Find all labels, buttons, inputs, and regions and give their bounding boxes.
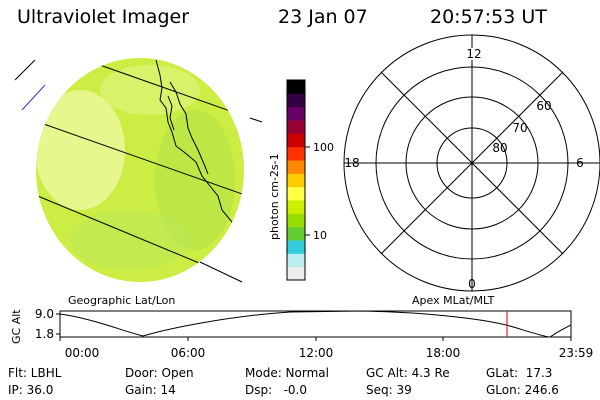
- uv-image-panel: [14, 58, 263, 283]
- colorbar-segment: [287, 146, 305, 161]
- colorbar-segment: [287, 266, 305, 281]
- orbit-ylabel: GC Alt: [10, 309, 23, 344]
- colorbar-segment: [287, 226, 305, 241]
- mlt-label-noon: 12: [466, 47, 481, 61]
- lat-line-ext: [249, 117, 263, 123]
- colorbar-segment: [287, 106, 305, 121]
- door-label: Door: Open: [125, 366, 194, 380]
- image-caption: Geographic Lat/Lon: [68, 294, 175, 307]
- time-tick-4: 23:59: [559, 346, 594, 360]
- lat-line: [37, 121, 244, 196]
- colorbar-segment: [287, 80, 305, 94]
- colorbar-tick-label: 10: [313, 229, 327, 242]
- time-tick-2: 12:00: [299, 346, 334, 360]
- ip-label: IP: 36.0: [8, 383, 54, 397]
- alt-tick-max: 9.0: [35, 307, 54, 321]
- mlt-label-dawn: 6: [576, 156, 584, 170]
- polar-diagonal: [380, 71, 564, 255]
- glat-label: GLat: 17.3: [486, 366, 553, 380]
- lat-line-ext: [199, 261, 243, 283]
- polar-plot: [343, 34, 600, 292]
- dsp-label: Dsp: -0.0: [245, 383, 308, 397]
- colorbar-segment: [287, 120, 305, 134]
- date-label: 23 Jan 07: [278, 6, 368, 28]
- filter-label: Flt: LBHL: [8, 366, 62, 380]
- seq-label: Seq: 39: [366, 383, 412, 397]
- time-tick-3: 18:00: [426, 346, 461, 360]
- terminator-line: [21, 84, 46, 111]
- lat-label-60: 60: [536, 99, 551, 113]
- coastline: [155, 59, 239, 233]
- orbit-frame: [59, 310, 572, 338]
- grid-fragment: [14, 59, 36, 81]
- mode-label: Mode: Normal: [245, 366, 329, 380]
- alt-tick-min: 1.8: [35, 327, 54, 341]
- lat-line: [79, 58, 244, 119]
- colorbar-segment: [287, 173, 305, 188]
- gain-label: Gain: 14: [125, 383, 176, 397]
- mlt-label-dusk: 18: [344, 156, 359, 170]
- colorbar-segment: [287, 93, 305, 108]
- time-tick-0: 00:00: [65, 346, 100, 360]
- orbit-strip: 9.0 1.8 GC Alt 00:00 06:00 12:00 18:00 2…: [10, 307, 593, 360]
- gc-alt-label: GC Alt: 4.3 Re: [366, 366, 450, 380]
- disk-texture: [36, 65, 235, 270]
- colorbar-segment: [287, 213, 305, 228]
- time-label: 20:57:53 UT: [430, 6, 547, 28]
- polar-caption: Apex MLat/MLT: [412, 294, 495, 307]
- mlt-label-midnight: 0: [468, 277, 476, 291]
- altitude-curve: [60, 311, 571, 337]
- colorbar-segment: [287, 200, 305, 214]
- colorbar: [287, 80, 305, 281]
- colorbar-segment: [287, 240, 305, 254]
- colorbar-segment: [287, 253, 305, 268]
- time-tick-1: 06:00: [171, 346, 206, 360]
- lat-label-70: 70: [512, 121, 527, 135]
- colorbar-segment: [287, 133, 305, 148]
- colorbar-segment: [287, 160, 305, 174]
- colorbar-frame: [286, 79, 306, 281]
- instrument-title: Ultraviolet Imager: [17, 6, 190, 28]
- colorbar-tick-label: 100: [313, 141, 334, 154]
- colorbar-unit-label: photon cm-2s-1: [268, 153, 281, 240]
- lat-label-80: 80: [492, 141, 507, 155]
- colorbar-segment: [287, 186, 305, 201]
- glon-label: GLon: 246.6: [486, 383, 559, 397]
